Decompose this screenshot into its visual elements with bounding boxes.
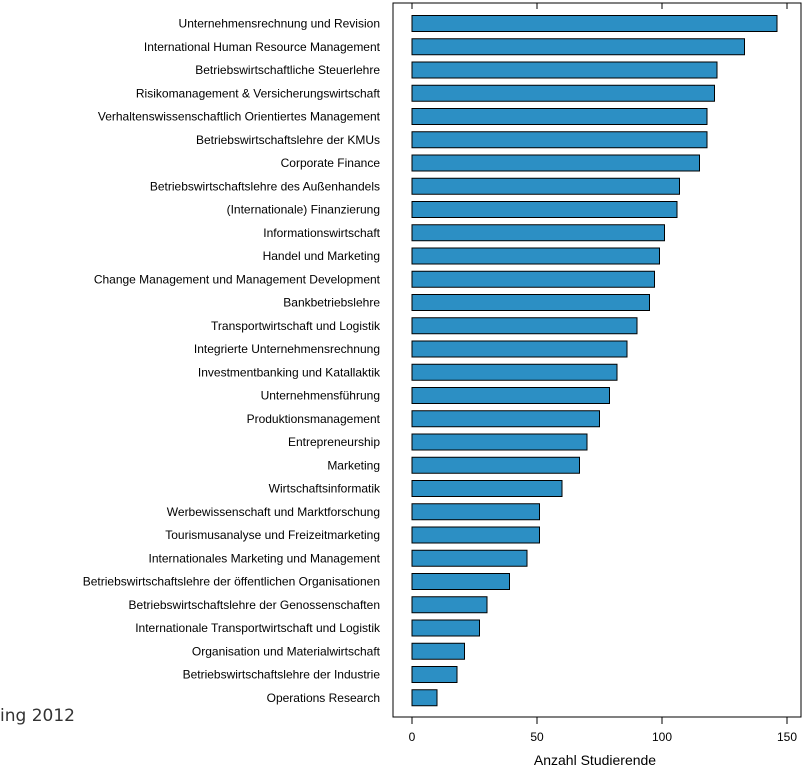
category-label: Integrierte Unternehmensrechnung [194,342,380,356]
x-tick-label: 150 [777,730,797,744]
category-label: (Internationale) Finanzierung [227,203,380,217]
bar [411,247,660,265]
top-axis-ticks [411,3,788,9]
category-label: Change Management und Management Develop… [94,272,381,286]
category-label: Betriebswirtschaftslehre des Außenhandel… [150,179,380,193]
category-label: Produktionsmanagement [247,412,381,426]
bar [411,154,700,172]
category-label: Entrepreneurship [288,435,380,449]
bar [411,387,610,404]
bar [411,526,540,544]
category-label: Unternehmensführung [261,389,380,403]
bar [411,433,588,451]
category-label: Risikomanagement & Versicherungswirtscha… [136,86,381,100]
category-label: Organisation und Materialwirtschaft [192,644,381,658]
bar [411,642,465,660]
x-tick-label: 50 [530,730,544,744]
bar [411,84,715,102]
category-label: Investmentbanking und Katallaktik [198,365,381,379]
bars-group [411,15,778,707]
category-label: Bankbetriebslehre [283,296,380,310]
bar [411,340,628,358]
category-label: Betriebswirtschaftliche Steuerlehre [195,63,380,77]
category-labels-group: Unternehmensrechnung und Revision Interna… [83,17,381,705]
category-label: Corporate Finance [281,156,381,170]
category-label: Tourismusanalyse und Freizeitmarketing [165,528,380,542]
category-label: Handel und Marketing [263,249,380,263]
category-label: Informationswirtschaft [263,226,380,240]
category-label: Betriebswirtschaftslehre der Industrie [183,668,381,682]
bar [411,224,665,242]
bar [411,61,718,79]
category-label: Verhaltenswissenschaftlich Orientiertes … [98,110,381,124]
category-label: International Human Resource Management [144,40,381,54]
category-label: Operations Research [267,691,380,705]
bar [411,270,655,288]
bar [411,456,580,474]
category-label: Werbewissenschaft und Marktforschung [167,505,380,519]
bar [411,108,708,125]
category-label: Betriebswirtschaftslehre der Genossensch… [129,598,380,612]
bar [411,480,563,497]
x-axis-title: Anzahl Studierende [534,752,656,768]
bar [411,410,600,428]
bar [411,201,678,218]
bar [411,38,745,56]
bar [411,549,528,567]
category-label: Unternehmensrechnung und Revision [179,17,380,31]
category-label: Betriebswirtschaftslehre der KMUs [196,133,380,147]
clipped-caption-text: ing 2012 [0,706,75,726]
bar [411,317,638,335]
bar [411,177,680,195]
bar [411,363,618,381]
category-label: Internationale Transportwirtschaft und L… [135,621,381,635]
category-label: Wirtschaftsinformatik [269,482,381,496]
x-axis: 0 50 100 150 [409,716,797,744]
bar [411,294,650,311]
category-label: Marketing [327,458,380,472]
bar [411,596,488,614]
bar [411,666,458,683]
category-label: Transportwirtschaft und Logistik [211,319,381,333]
bar [411,619,480,637]
x-tick-label: 0 [409,730,416,744]
bar [411,689,438,707]
bar [411,15,778,32]
x-tick-label: 100 [652,730,672,744]
bar [411,503,540,521]
bar [411,573,510,590]
bar [411,131,708,149]
category-label: Internationales Marketing und Management [149,551,381,565]
category-label: Betriebswirtschaftslehre der öffentliche… [83,575,380,589]
